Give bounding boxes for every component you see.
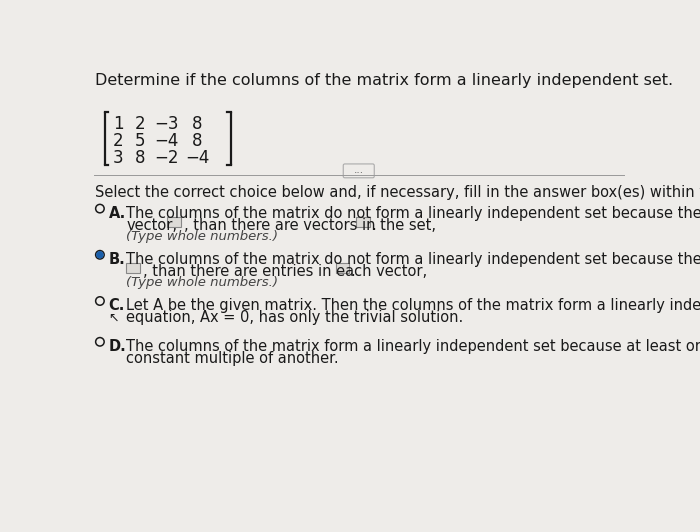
Text: , than there are vectors in the set,: , than there are vectors in the set,	[183, 218, 435, 233]
Text: 8: 8	[135, 149, 146, 167]
Text: ↖: ↖	[108, 312, 119, 325]
Circle shape	[97, 252, 103, 258]
Text: (Type whole numbers.): (Type whole numbers.)	[126, 276, 279, 289]
Bar	[356, 217, 370, 227]
Bar	[126, 263, 140, 273]
Text: 5: 5	[135, 132, 146, 151]
Text: 2: 2	[135, 115, 146, 134]
Text: The columns of the matrix do not form a linearly independent set because the set: The columns of the matrix do not form a …	[126, 252, 700, 267]
Text: −2: −2	[154, 149, 178, 167]
Text: 8: 8	[193, 115, 203, 134]
Text: C.: C.	[108, 298, 125, 313]
Text: D.: D.	[108, 339, 126, 354]
Text: −4: −4	[155, 132, 178, 151]
Text: The columns of the matrix do not form a linearly independent set because there a: The columns of the matrix do not form a …	[126, 205, 700, 221]
Text: 1: 1	[113, 115, 124, 134]
Text: The columns of the matrix form a linearly independent set because at least one v: The columns of the matrix form a linearl…	[126, 339, 700, 354]
Text: (Type whole numbers.): (Type whole numbers.)	[126, 230, 279, 243]
Text: B.: B.	[108, 252, 125, 267]
Text: , than there are entries in each vector,: , than there are entries in each vector,	[143, 264, 426, 279]
FancyBboxPatch shape	[343, 164, 374, 178]
Text: constant multiple of another.: constant multiple of another.	[126, 351, 339, 366]
Text: equation, Ax = 0, has only the trivial solution.: equation, Ax = 0, has only the trivial s…	[126, 310, 463, 325]
Text: −4: −4	[186, 149, 210, 167]
Bar	[335, 263, 349, 273]
Text: .: .	[371, 218, 376, 233]
Text: A.: A.	[108, 205, 126, 221]
Text: vector,: vector,	[126, 218, 177, 233]
Text: Select the correct choice below and, if necessary, fill in the answer box(es) wi: Select the correct choice below and, if …	[95, 186, 700, 201]
Text: Determine if the columns of the matrix form a linearly independent set.: Determine if the columns of the matrix f…	[95, 73, 673, 88]
Text: .: .	[350, 264, 355, 279]
Text: 3: 3	[113, 149, 124, 167]
Text: −3: −3	[154, 115, 178, 134]
Bar	[167, 217, 181, 227]
Text: ...: ...	[354, 165, 364, 175]
Text: 2: 2	[113, 132, 124, 151]
Text: Let A be the given matrix. Then the columns of the matrix form a linearly indepe: Let A be the given matrix. Then the colu…	[126, 298, 700, 313]
Text: 8: 8	[193, 132, 203, 151]
